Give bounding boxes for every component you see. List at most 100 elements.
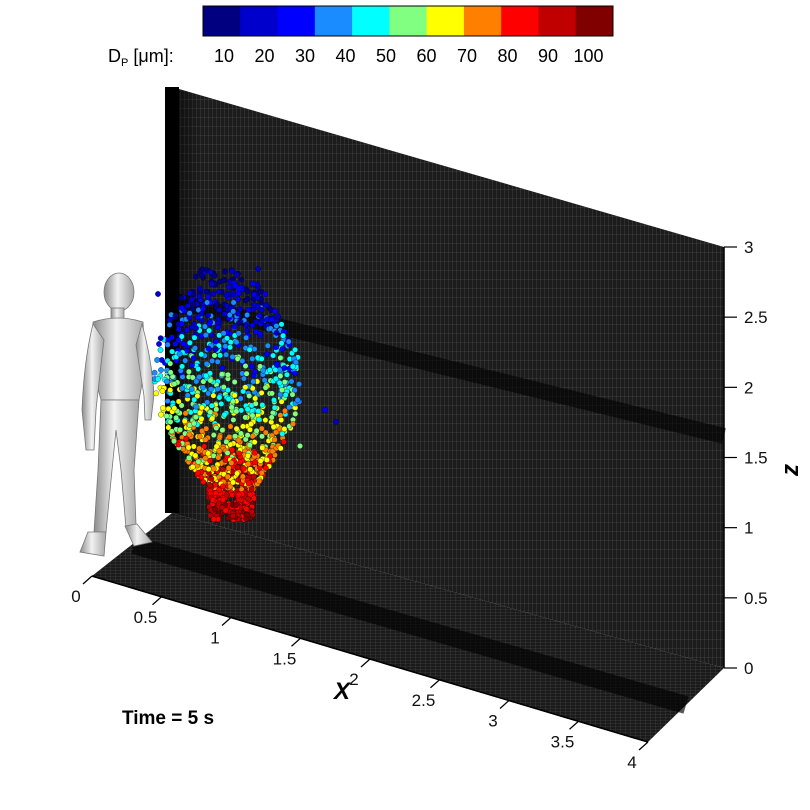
droplet bbox=[191, 396, 198, 403]
human-manikin bbox=[79, 272, 155, 557]
droplet bbox=[214, 386, 221, 392]
droplet bbox=[258, 288, 264, 295]
x-tick-label: 1 bbox=[210, 629, 219, 648]
droplet bbox=[184, 327, 190, 333]
droplet bbox=[289, 391, 296, 398]
droplet bbox=[244, 327, 250, 334]
droplet bbox=[207, 269, 214, 276]
droplet bbox=[248, 363, 255, 370]
droplet bbox=[186, 455, 192, 461]
colorbar-tick-label: 20 bbox=[254, 46, 274, 66]
z-tick-label: 3 bbox=[744, 238, 753, 257]
droplet bbox=[256, 312, 263, 319]
droplet bbox=[245, 480, 252, 487]
droplet bbox=[273, 375, 279, 382]
droplet bbox=[251, 291, 257, 298]
droplet bbox=[236, 286, 242, 293]
droplet bbox=[279, 430, 286, 437]
droplet bbox=[282, 392, 289, 398]
droplet bbox=[251, 449, 258, 456]
droplet bbox=[206, 320, 213, 327]
droplet bbox=[221, 311, 228, 317]
droplet bbox=[278, 321, 285, 328]
droplet bbox=[251, 439, 258, 445]
droplet bbox=[212, 506, 218, 513]
droplet bbox=[262, 417, 269, 423]
colorbar-tick-label: 100 bbox=[573, 46, 603, 66]
droplet bbox=[244, 406, 251, 413]
droplet bbox=[245, 452, 251, 459]
droplet bbox=[242, 414, 249, 421]
droplet bbox=[196, 433, 203, 440]
droplet bbox=[224, 473, 231, 480]
droplet bbox=[185, 303, 191, 309]
droplet bbox=[293, 359, 299, 366]
droplet bbox=[258, 469, 265, 476]
droplet bbox=[220, 330, 227, 337]
droplet bbox=[202, 323, 208, 330]
droplet bbox=[227, 441, 234, 448]
droplet bbox=[263, 301, 270, 308]
droplet bbox=[189, 362, 195, 368]
droplet bbox=[243, 505, 250, 512]
droplet bbox=[281, 426, 288, 432]
droplet bbox=[235, 491, 242, 498]
droplet bbox=[204, 399, 211, 406]
droplet bbox=[207, 457, 213, 464]
x-axis-title: X bbox=[332, 678, 352, 705]
x-tick-label: 0.5 bbox=[134, 608, 158, 627]
droplet bbox=[264, 351, 271, 358]
droplet bbox=[296, 381, 302, 387]
droplet bbox=[160, 405, 166, 411]
colorbar-tick-label: 40 bbox=[335, 46, 355, 66]
droplet bbox=[252, 459, 258, 466]
droplet bbox=[225, 396, 232, 402]
droplet bbox=[235, 437, 242, 444]
droplet bbox=[288, 378, 295, 385]
droplet bbox=[230, 398, 236, 405]
x-tick bbox=[152, 596, 162, 606]
droplet bbox=[228, 404, 235, 411]
droplet bbox=[210, 496, 216, 503]
droplet bbox=[213, 406, 220, 413]
droplet bbox=[236, 450, 243, 457]
colorbar-swatch bbox=[203, 6, 241, 36]
droplet bbox=[250, 378, 257, 385]
droplet bbox=[164, 378, 170, 385]
droplet bbox=[187, 409, 194, 416]
droplet bbox=[243, 334, 249, 341]
droplet bbox=[229, 492, 236, 498]
droplet bbox=[212, 490, 219, 496]
droplet bbox=[249, 281, 256, 287]
droplet bbox=[207, 409, 214, 416]
droplet bbox=[235, 310, 241, 317]
droplet bbox=[233, 408, 240, 415]
droplet bbox=[258, 390, 265, 396]
droplet bbox=[203, 332, 209, 338]
droplet bbox=[209, 415, 216, 422]
droplet bbox=[236, 320, 242, 326]
droplet bbox=[200, 305, 206, 312]
droplet bbox=[224, 335, 230, 342]
droplet bbox=[196, 374, 203, 380]
droplet bbox=[183, 435, 190, 442]
droplet bbox=[280, 438, 287, 445]
droplet bbox=[229, 353, 236, 360]
droplet bbox=[216, 394, 223, 401]
droplet bbox=[244, 288, 251, 295]
droplet bbox=[222, 507, 229, 514]
droplet bbox=[213, 346, 219, 352]
droplet bbox=[277, 355, 284, 361]
droplet bbox=[271, 436, 278, 443]
droplet bbox=[219, 365, 226, 371]
droplet bbox=[280, 332, 286, 339]
droplet bbox=[282, 407, 288, 414]
droplet bbox=[167, 360, 174, 367]
droplet bbox=[190, 355, 197, 362]
droplet bbox=[240, 423, 246, 430]
droplet bbox=[213, 301, 220, 308]
droplet bbox=[252, 395, 259, 402]
droplet bbox=[155, 376, 161, 382]
droplet bbox=[235, 477, 242, 483]
droplet bbox=[286, 404, 292, 411]
